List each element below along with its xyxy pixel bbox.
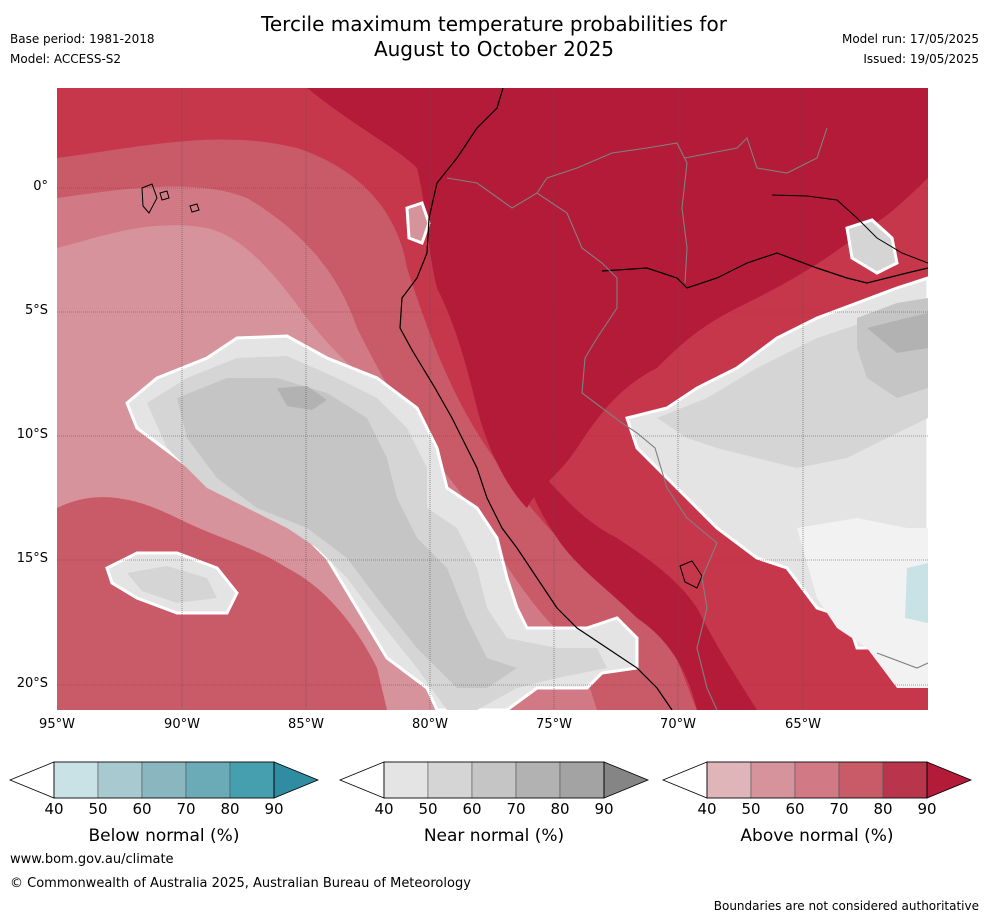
colorbar-max-triangle bbox=[273, 761, 320, 799]
region-near-ne-pocket bbox=[845, 218, 899, 275]
colorbar-max-triangle bbox=[603, 761, 650, 799]
colorbar-tick: 90 bbox=[917, 800, 937, 818]
colorbar-tick: 70 bbox=[176, 800, 196, 818]
colorbar-outline bbox=[706, 761, 928, 799]
map-title-line2: August to October 2025 bbox=[373, 37, 615, 61]
colorbar-2 bbox=[661, 761, 973, 799]
lat-label: 5°S bbox=[24, 303, 48, 318]
source-url: www.bom.gov.au/climate bbox=[10, 852, 174, 867]
colorbar-max-triangle bbox=[926, 761, 973, 799]
map-gridlines bbox=[57, 88, 928, 710]
colorbar-tick: 60 bbox=[462, 800, 482, 818]
colorbar-tick: 40 bbox=[697, 800, 717, 818]
colorbar-tick: 60 bbox=[132, 800, 152, 818]
colorbar-segment bbox=[97, 761, 143, 799]
lon-label: 95°W bbox=[39, 717, 75, 732]
colorbar-0 bbox=[8, 761, 320, 799]
lat-label: 0° bbox=[33, 179, 48, 194]
colorbar-tick: 70 bbox=[506, 800, 526, 818]
lake-titicaca bbox=[679, 560, 703, 589]
coastline bbox=[399, 88, 673, 710]
boundaries-note: Boundaries are not considered authoritat… bbox=[713, 899, 979, 913]
probability-map bbox=[57, 88, 928, 710]
lat-label: 20°S bbox=[16, 676, 48, 691]
region-near-60-sw bbox=[127, 566, 217, 603]
country-borders bbox=[446, 127, 928, 710]
colorbar-outline bbox=[383, 761, 605, 799]
base-period-text: Base period: 1981-2018 bbox=[10, 32, 155, 46]
lon-label: 80°W bbox=[412, 717, 448, 732]
amazon-river bbox=[601, 252, 928, 289]
colorbar-tick: 40 bbox=[374, 800, 394, 818]
colorbar-tick: 40 bbox=[44, 800, 64, 818]
colorbar-segment bbox=[515, 761, 561, 799]
colorbar-segment bbox=[750, 761, 796, 799]
colorbar-tick: 80 bbox=[220, 800, 240, 818]
colorbar-min-triangle bbox=[8, 761, 55, 799]
colorbar-tick: 50 bbox=[418, 800, 438, 818]
galapagos-islands bbox=[141, 183, 200, 214]
colorbar-segment bbox=[229, 761, 275, 799]
colorbar-segment bbox=[53, 761, 99, 799]
colorbar-tick: 80 bbox=[550, 800, 570, 818]
issued-text: Issued: 19/05/2025 bbox=[863, 52, 979, 66]
lon-label: 85°W bbox=[288, 717, 324, 732]
colorbar-title: Above normal (%) bbox=[740, 826, 894, 846]
region-near-40-bolivia bbox=[797, 518, 928, 688]
region-near-80-east bbox=[867, 313, 928, 353]
header-left: Base period: 1981-2018 Model: ACCESS-S2 bbox=[10, 31, 155, 67]
model-text: Model: ACCESS-S2 bbox=[10, 52, 122, 66]
colorbars bbox=[8, 761, 973, 799]
colorbar-segment bbox=[794, 761, 840, 799]
lon-label: 70°W bbox=[660, 717, 696, 732]
colorbar-tick: 50 bbox=[88, 800, 108, 818]
colorbar-segment bbox=[471, 761, 517, 799]
lat-label: 10°S bbox=[16, 427, 48, 442]
colorbar-segment bbox=[559, 761, 605, 799]
colorbar-segment bbox=[706, 761, 752, 799]
colorbar-tick: 90 bbox=[594, 800, 614, 818]
colorbar-tick: 70 bbox=[829, 800, 849, 818]
lon-label: 75°W bbox=[536, 717, 572, 732]
colorbar-segment bbox=[882, 761, 928, 799]
region-above-90-andes bbox=[527, 458, 757, 710]
colorbar-title: Near normal (%) bbox=[423, 826, 565, 846]
lat-label: 15°S bbox=[16, 551, 48, 566]
map-title: Tercile maximum temperature probabilitie… bbox=[0, 12, 988, 62]
model-run-text: Model run: 17/05/2025 bbox=[841, 32, 979, 46]
region-near-80-central bbox=[277, 386, 327, 410]
northern-river bbox=[771, 194, 928, 264]
colorbar-segment bbox=[185, 761, 231, 799]
colorbar-1 bbox=[338, 761, 650, 799]
colorbar-tick: 60 bbox=[785, 800, 805, 818]
colorbar-segment bbox=[427, 761, 473, 799]
colorbar-outline bbox=[53, 761, 275, 799]
lon-label: 90°W bbox=[164, 717, 200, 732]
colorbar-min-triangle bbox=[338, 761, 385, 799]
colorbar-min-triangle bbox=[661, 761, 708, 799]
copyright-text: © Commonwealth of Australia 2025, Austra… bbox=[10, 876, 471, 891]
header-right: Model run: 17/05/2025 Issued: 19/05/2025 bbox=[842, 31, 979, 67]
region-below-50 bbox=[905, 563, 928, 623]
region-near-70-central bbox=[177, 378, 517, 688]
colorbar-tick: 80 bbox=[873, 800, 893, 818]
colorbar-segment bbox=[838, 761, 884, 799]
lon-label: 65°W bbox=[785, 717, 821, 732]
colorbar-title: Below normal (%) bbox=[88, 826, 240, 846]
region-ecuador-pocket bbox=[405, 201, 431, 245]
map-title-line1: Tercile maximum temperature probabilitie… bbox=[261, 12, 727, 36]
colorbar-tick: 50 bbox=[741, 800, 761, 818]
colorbar-segment bbox=[141, 761, 187, 799]
colorbar-tick: 90 bbox=[264, 800, 284, 818]
colorbar-segment bbox=[383, 761, 429, 799]
